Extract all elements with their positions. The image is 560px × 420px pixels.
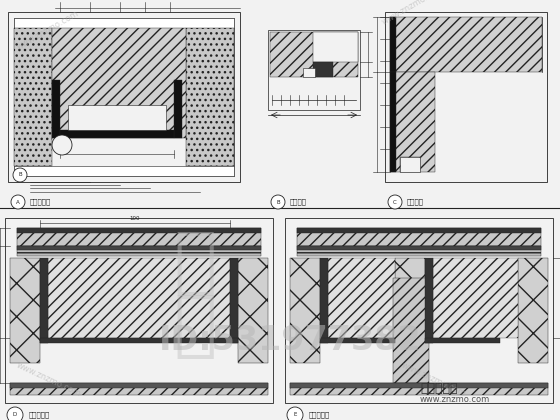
- Bar: [297, 228, 541, 246]
- Bar: [313, 32, 358, 62]
- Circle shape: [52, 135, 72, 155]
- Circle shape: [388, 195, 402, 209]
- Bar: [297, 246, 541, 256]
- Bar: [393, 278, 429, 383]
- Text: www.znzmo.com: www.znzmo.com: [15, 8, 80, 52]
- Bar: [230, 258, 238, 343]
- Bar: [297, 246, 541, 250]
- Bar: [390, 72, 435, 172]
- Text: 放板大样: 放板大样: [407, 199, 424, 205]
- Bar: [238, 258, 268, 363]
- Circle shape: [13, 168, 27, 182]
- Bar: [10, 383, 268, 395]
- Text: www.znzmo.com: www.znzmo.com: [15, 361, 82, 399]
- Bar: [297, 228, 541, 233]
- Text: C: C: [393, 200, 397, 205]
- Bar: [10, 383, 268, 388]
- Text: B: B: [276, 200, 280, 205]
- Text: 知
末: 知 末: [173, 229, 217, 361]
- Text: 厨卫剖中图: 厨卫剖中图: [30, 199, 52, 205]
- Bar: [14, 28, 52, 166]
- Bar: [290, 383, 548, 395]
- Text: D: D: [13, 412, 17, 417]
- Text: B: B: [18, 173, 22, 178]
- Bar: [425, 338, 500, 343]
- Bar: [60, 130, 174, 138]
- Bar: [10, 258, 40, 363]
- Text: 书桌剖中图: 书桌剖中图: [309, 412, 330, 418]
- Bar: [303, 68, 315, 77]
- Bar: [52, 80, 60, 138]
- Bar: [17, 246, 261, 250]
- Bar: [40, 258, 48, 343]
- Text: ID:531977382: ID:531977382: [158, 323, 421, 357]
- Bar: [425, 258, 433, 343]
- Bar: [285, 218, 553, 403]
- Bar: [48, 258, 230, 338]
- Text: E: E: [293, 412, 297, 417]
- Text: www.znzmo.com: www.znzmo.com: [400, 361, 468, 399]
- Bar: [8, 12, 240, 182]
- Bar: [313, 62, 333, 77]
- Circle shape: [7, 407, 23, 420]
- Bar: [328, 258, 395, 338]
- Bar: [395, 258, 425, 363]
- Bar: [14, 18, 234, 176]
- Bar: [14, 166, 234, 176]
- Bar: [270, 32, 358, 77]
- Text: 知末资料库: 知末资料库: [420, 381, 458, 394]
- Bar: [385, 12, 547, 182]
- Bar: [52, 28, 186, 138]
- Bar: [290, 258, 320, 363]
- Bar: [14, 18, 234, 28]
- Bar: [518, 258, 548, 363]
- Bar: [40, 338, 238, 343]
- Bar: [290, 383, 548, 388]
- Bar: [400, 157, 420, 172]
- Text: 放板大样: 放板大样: [290, 199, 307, 205]
- Circle shape: [11, 195, 25, 209]
- Bar: [5, 218, 273, 403]
- Text: www.znzmo.com: www.znzmo.com: [380, 0, 445, 26]
- Bar: [433, 258, 518, 338]
- Bar: [390, 72, 396, 172]
- Bar: [17, 246, 261, 256]
- Bar: [17, 228, 261, 246]
- Text: www.znzmo.com: www.znzmo.com: [420, 396, 490, 404]
- Bar: [390, 17, 542, 72]
- Bar: [174, 80, 182, 138]
- Bar: [390, 17, 396, 72]
- Bar: [320, 258, 328, 343]
- Text: 100: 100: [130, 216, 140, 221]
- Bar: [320, 338, 395, 343]
- Text: A: A: [16, 200, 20, 205]
- Bar: [268, 30, 360, 110]
- Bar: [400, 157, 420, 172]
- Bar: [68, 105, 166, 130]
- Bar: [186, 28, 234, 166]
- Circle shape: [287, 407, 303, 420]
- Circle shape: [271, 195, 285, 209]
- Bar: [17, 228, 261, 233]
- Text: 书桌剖中图: 书桌剖中图: [29, 412, 50, 418]
